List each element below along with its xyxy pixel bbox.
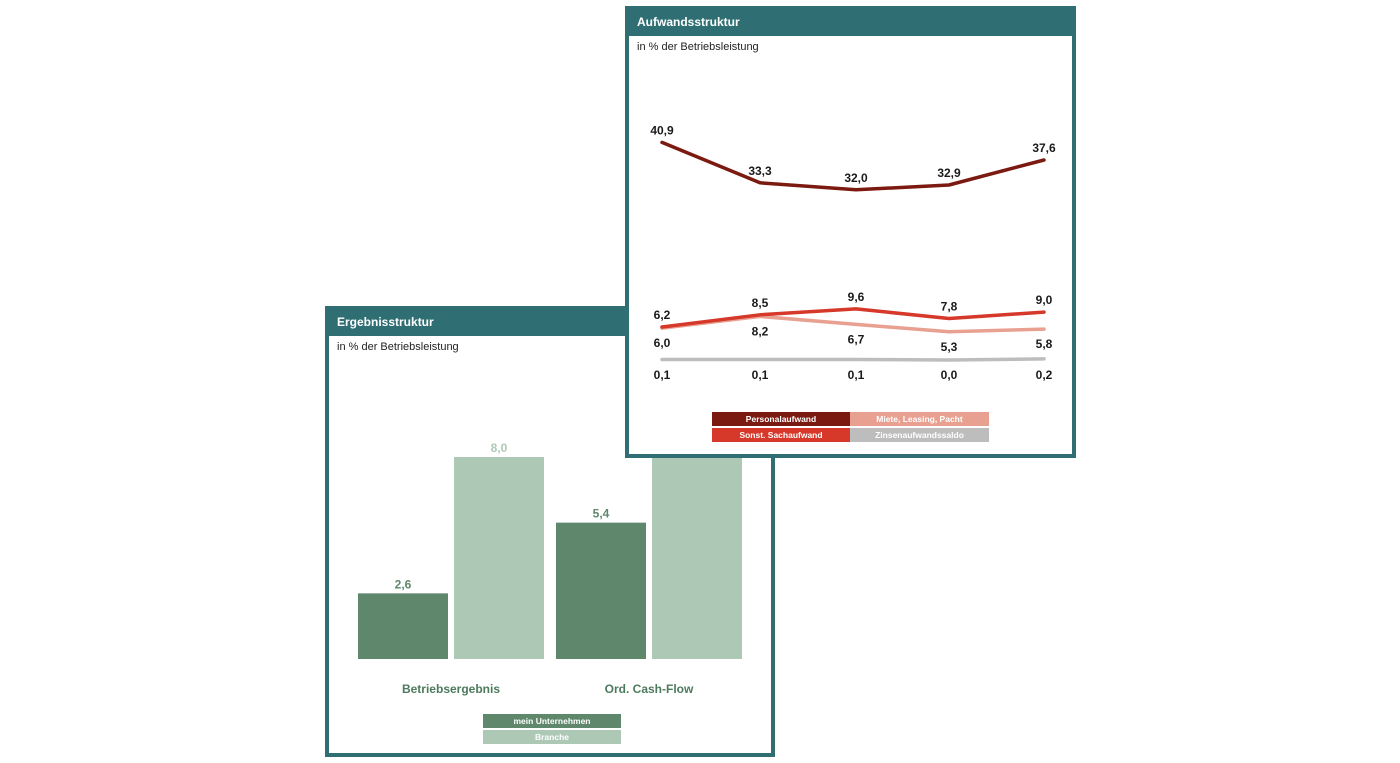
line-zinsenaufwandssaldo <box>660 357 1046 362</box>
aufwand-title: Aufwandsstruktur <box>629 10 1072 36</box>
point-label-sonst-sachaufwand-0: 6,2 <box>654 308 671 322</box>
point-label-personalaufwand-2: 32,0 <box>844 171 868 185</box>
point-label-sonst-sachaufwand-3: 7,8 <box>941 300 958 314</box>
legend-sonst-sachaufwand: Sonst. Sachaufwand <box>712 428 850 442</box>
ergebnis-subtitle: in % der Betriebsleistung <box>337 341 459 353</box>
point-label-sonst-sachaufwand-1: 8,5 <box>752 296 769 310</box>
bar-label-mein-unternehmen-ord-cash-flow: 5,4 <box>593 507 610 521</box>
point-label-personalaufwand-1: 33,3 <box>748 164 772 178</box>
bar-mein-unternehmen-betriebsergebnis <box>358 593 448 659</box>
point-label-personalaufwand-3: 32,9 <box>937 166 961 180</box>
point-label-miete-leasing-pacht-2: 6,7 <box>848 332 865 346</box>
line-personalaufwand <box>660 140 1046 192</box>
ergebnis-chart: 2,6 8,0 Betriebsergebnis 5,4 Ord. Cash-Flow <box>358 427 742 696</box>
legend-personalaufwand: Personalaufwand <box>712 412 850 426</box>
point-label-miete-leasing-pacht-1: 8,2 <box>752 324 769 338</box>
legend-branche: Branche <box>483 730 621 744</box>
aufwand-panel: Aufwandsstruktur in % der Betriebsleistu… <box>625 6 1076 458</box>
category-label-betriebsergebnis: Betriebsergebnis <box>402 682 500 696</box>
point-label-miete-leasing-pacht-0: 6,0 <box>654 336 671 350</box>
bar-label-mein-unternehmen-betriebsergebnis: 2,6 <box>395 577 412 591</box>
bar-branche-ord-cash-flow <box>652 427 742 659</box>
aufwand-chart: 40,9 33,3 32,0 32,9 37,6 6,0 8,2 6,7 5,3 5,8 6,2 8,… <box>650 123 1056 382</box>
point-label-zinsenaufwandssaldo-0: 0,1 <box>654 368 671 382</box>
point-label-miete-leasing-pacht-4: 5,8 <box>1036 337 1053 351</box>
point-label-sonst-sachaufwand-4: 9,0 <box>1036 293 1053 307</box>
legend-zinsenaufwandssaldo: Zinsenaufwandssaldo <box>850 428 989 442</box>
point-label-personalaufwand-0: 40,9 <box>650 123 674 137</box>
point-label-miete-leasing-pacht-3: 5,3 <box>941 340 958 354</box>
legend-mein-unternehmen: mein Unternehmen <box>483 714 621 728</box>
point-label-zinsenaufwandssaldo-3: 0,0 <box>941 368 958 382</box>
point-label-zinsenaufwandssaldo-4: 0,2 <box>1036 368 1053 382</box>
point-label-personalaufwand-4: 37,6 <box>1032 141 1056 155</box>
line-sonst-sachaufwand <box>660 307 1046 329</box>
point-label-sonst-sachaufwand-2: 9,6 <box>848 290 865 304</box>
point-label-zinsenaufwandssaldo-1: 0,1 <box>752 368 769 382</box>
category-label-ord-cash-flow: Ord. Cash-Flow <box>605 682 694 696</box>
aufwand-subtitle: in % der Betriebsleistung <box>637 41 759 53</box>
legend-miete-leasing-pacht: Miete, Leasing, Pacht <box>850 412 989 426</box>
bar-branche-betriebsergebnis <box>454 457 544 659</box>
point-label-zinsenaufwandssaldo-2: 0,1 <box>848 368 865 382</box>
bar-label-branche-betriebsergebnis: 8,0 <box>491 441 508 455</box>
bar-mein-unternehmen-ord-cash-flow <box>556 522 646 659</box>
